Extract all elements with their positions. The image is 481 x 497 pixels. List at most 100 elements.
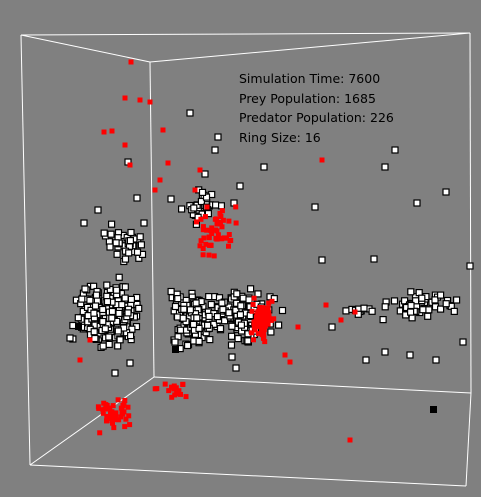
predator-particle — [249, 308, 255, 314]
prey-particle — [91, 334, 99, 343]
prey-particle — [180, 305, 188, 313]
predator-particle — [110, 420, 115, 426]
predator-particle — [97, 430, 103, 436]
shadow-particle — [75, 323, 82, 330]
prey-particle — [237, 321, 245, 329]
predator-particle — [266, 300, 272, 306]
predator-particle — [96, 405, 102, 411]
predator-particle — [263, 320, 269, 326]
predator-particle — [319, 157, 325, 163]
prey-particle — [115, 273, 123, 281]
prey-particle — [99, 317, 107, 326]
prey-particle — [211, 146, 219, 154]
predator-particle — [323, 302, 329, 308]
predator-particle — [226, 243, 231, 249]
prey-particle — [221, 317, 229, 325]
prey-particle — [92, 291, 101, 299]
prey-particle — [126, 359, 134, 367]
prey-particle — [174, 295, 182, 303]
predator-particle — [116, 417, 122, 423]
predator-particle — [123, 416, 129, 422]
prey-particle — [214, 133, 222, 141]
prey-particle — [137, 241, 145, 249]
predator-particle — [110, 417, 116, 423]
prey-particle — [133, 194, 141, 202]
prey-particle — [178, 205, 186, 213]
prey-particle — [381, 163, 389, 171]
prey-particle — [213, 313, 221, 321]
box-edge — [20, 34, 31, 466]
predator-particle — [258, 324, 264, 330]
prey-particle — [100, 229, 108, 237]
predator-particle — [261, 306, 267, 312]
predator-particle — [126, 413, 132, 419]
prey-particle — [184, 341, 192, 350]
predator-particle — [222, 235, 227, 241]
predator-particle — [214, 221, 220, 227]
predator-particle — [101, 129, 107, 135]
prey-particle — [99, 342, 107, 350]
prey-particle — [212, 201, 220, 209]
prey-particle — [105, 333, 113, 341]
predator-particle — [214, 236, 220, 242]
predator-particle — [176, 388, 182, 394]
predator-particle — [107, 406, 113, 412]
prey-particle — [225, 309, 233, 317]
prey-particle — [114, 342, 122, 350]
predator-particle — [206, 252, 212, 258]
predator-particle — [122, 142, 128, 148]
prey-particle — [101, 325, 109, 333]
predator-particle — [128, 59, 134, 65]
box-edge — [153, 376, 472, 394]
predator-particle — [137, 97, 143, 103]
prey-particle — [127, 228, 135, 237]
prey-particle — [86, 296, 94, 304]
prey-particle — [418, 294, 426, 302]
prey-particle — [113, 250, 121, 258]
predator-particle — [109, 409, 115, 415]
predator-particle — [198, 238, 204, 244]
predator-particle — [207, 242, 212, 248]
predator-particle — [160, 127, 166, 133]
prey-particle — [81, 285, 89, 293]
prey-particle — [390, 297, 399, 305]
prey-particle — [125, 249, 133, 257]
prey-particle — [84, 312, 92, 320]
predator-particle — [169, 394, 175, 400]
prey-particle — [171, 302, 180, 311]
predator-particle — [209, 225, 215, 231]
prey-particle — [318, 256, 326, 264]
predator-particle — [219, 224, 225, 230]
predator-particle — [265, 305, 271, 311]
predator-particle — [122, 95, 128, 101]
predator-particle — [266, 310, 272, 316]
box-edge — [149, 32, 471, 63]
prey-particle — [278, 306, 287, 315]
predator-particle — [100, 407, 106, 413]
prey-particle — [217, 202, 225, 210]
prey-particle — [94, 206, 102, 214]
prey-particle — [227, 341, 236, 349]
prey-particle — [192, 299, 200, 307]
predator-particle — [251, 295, 257, 301]
prey-particle — [311, 203, 319, 211]
prey-particle — [206, 336, 214, 344]
prey-particle — [126, 332, 135, 340]
predator-particle — [115, 397, 121, 403]
prey-particle — [202, 193, 211, 201]
shadow-particle — [172, 346, 179, 353]
prey-particle — [108, 307, 117, 316]
box-edge — [20, 34, 151, 63]
prey-particle — [105, 340, 113, 348]
predator-particle — [251, 324, 257, 330]
prey-particle — [135, 304, 143, 312]
prey-particle — [424, 312, 432, 320]
prey-particle — [413, 199, 421, 207]
predator-particle — [219, 236, 225, 242]
prey-particle — [111, 369, 119, 377]
predator-particle — [233, 220, 239, 226]
predator-particle — [259, 332, 265, 338]
prey-particle — [205, 312, 213, 320]
predator-particle — [255, 323, 261, 329]
